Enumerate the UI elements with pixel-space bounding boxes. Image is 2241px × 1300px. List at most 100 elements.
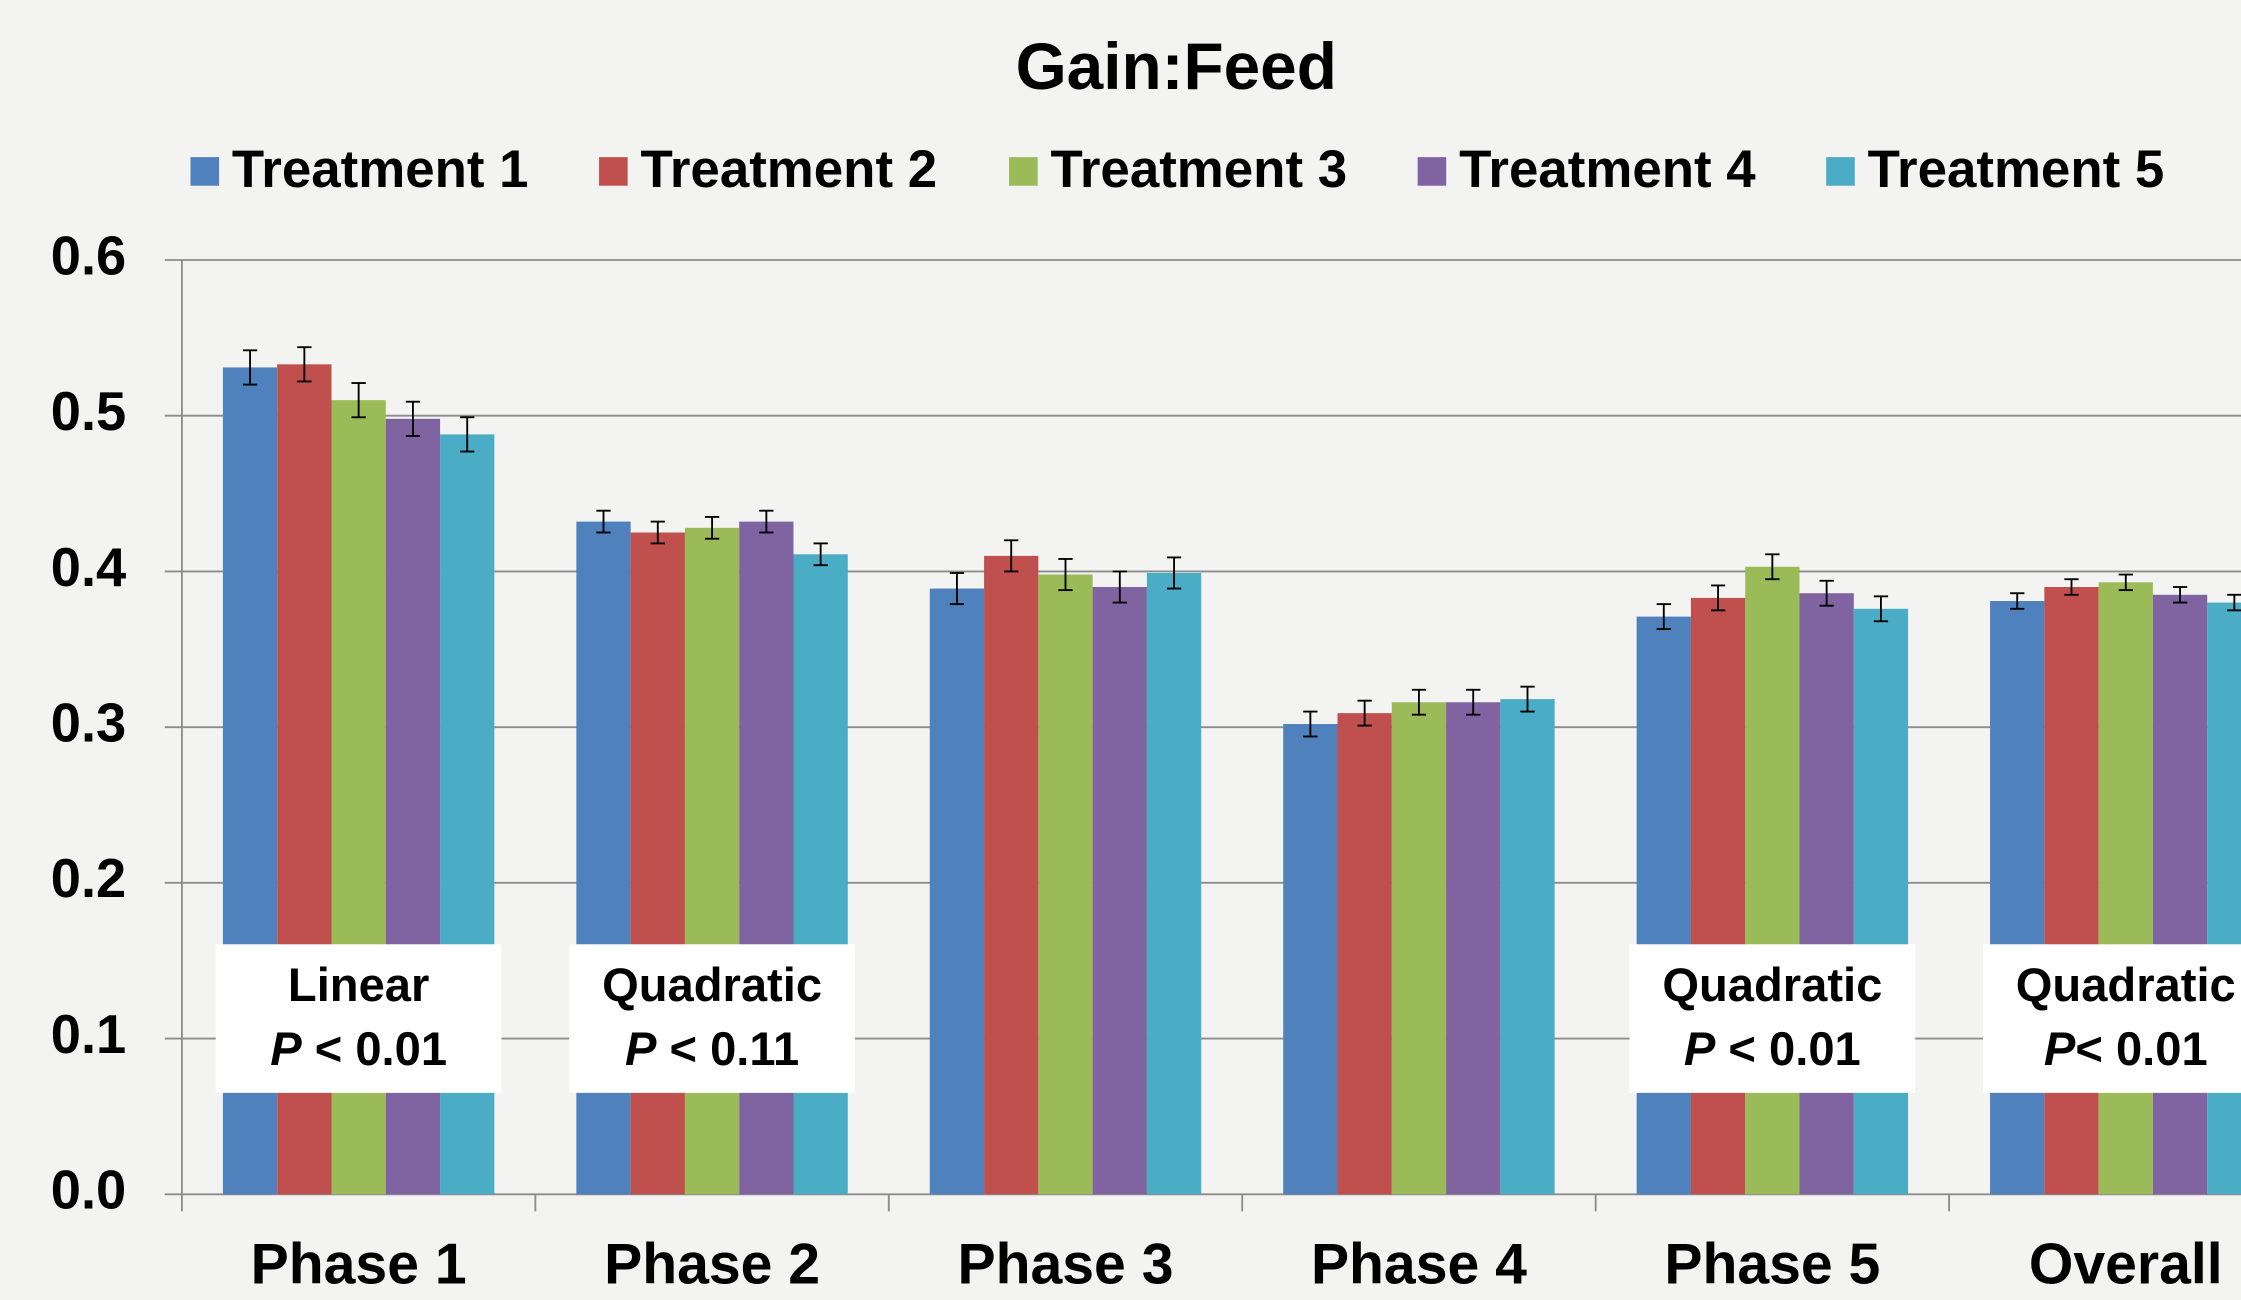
error-bar	[1520, 685, 1535, 713]
error-bar	[1166, 556, 1182, 590]
legend-label: Treatment 5	[1868, 140, 2165, 199]
y-tick-label: 0.0	[51, 1160, 126, 1221]
error-bar	[1411, 688, 1427, 716]
bar	[1500, 699, 1555, 1195]
annotation-p-symbol: P	[2044, 1022, 2076, 1075]
x-tick-label: Phase 2	[604, 1233, 820, 1297]
error-bar	[1112, 570, 1127, 604]
annotation-p: P < 0.01	[270, 1022, 447, 1075]
error-bar	[297, 346, 312, 383]
error-bar	[650, 520, 665, 545]
bar	[2152, 594, 2208, 1195]
y-tick-label: 0.4	[51, 537, 126, 598]
annotation-p-text: < 0.11	[656, 1022, 799, 1075]
y-tick-label: 0.3	[51, 692, 126, 753]
legend-label: Treatment 2	[641, 140, 938, 199]
error-bar	[759, 509, 774, 534]
annotation-p: P < 0.01	[1684, 1022, 1861, 1075]
bar	[1446, 702, 1501, 1195]
error-bar	[2227, 593, 2241, 612]
annotation-box	[215, 944, 502, 1093]
bar	[1391, 702, 1447, 1195]
bar	[630, 532, 685, 1195]
annotation-p-text: < 0.01	[302, 1022, 447, 1075]
legend-label: Treatment 1	[232, 140, 529, 199]
annotation-p-text: < 0.01	[2075, 1022, 2207, 1075]
legend-swatch	[190, 157, 220, 186]
bar	[1146, 572, 1202, 1195]
annotation-test: Quadratic	[1662, 958, 1882, 1011]
bar	[739, 521, 794, 1195]
legend-label: Treatment 3	[1051, 140, 1348, 199]
bar	[576, 521, 631, 1195]
error-bar	[2010, 592, 2025, 610]
bar	[1092, 587, 1147, 1195]
error-bar	[1004, 539, 1019, 573]
legend-swatch	[1826, 157, 1855, 186]
bar	[1337, 713, 1392, 1195]
y-tick-label: 0.5	[51, 381, 126, 442]
annotation-box	[1982, 944, 2241, 1093]
legend-swatch	[1417, 157, 1447, 186]
annotation-box	[1629, 944, 1916, 1093]
error-bar	[704, 516, 720, 540]
bar	[2098, 582, 2153, 1195]
bar	[1283, 724, 1338, 1195]
x-tick-label: Phase 4	[1311, 1233, 1527, 1297]
bar	[2207, 602, 2241, 1195]
legend-swatch	[599, 157, 628, 186]
bar	[1636, 616, 1691, 1195]
annotation-p-symbol: P	[625, 1022, 657, 1075]
error-bar	[242, 349, 258, 386]
bar	[1745, 566, 1800, 1195]
error-bar	[1765, 553, 1780, 581]
y-tick-label: 0.2	[51, 848, 126, 909]
error-bar	[949, 572, 965, 606]
bar	[1690, 597, 1746, 1195]
y-tick-label: 0.1	[51, 1004, 126, 1065]
bar	[1038, 574, 1093, 1195]
x-tick-label: Phase 3	[958, 1233, 1174, 1297]
annotation-test: Quadratic	[602, 958, 822, 1011]
bar	[1990, 601, 2045, 1195]
error-bar	[596, 509, 611, 534]
error-bar	[2172, 586, 2188, 604]
legend-label: Treatment 4	[1459, 140, 1756, 199]
annotation-p-text: < 0.01	[1715, 1022, 1860, 1075]
bar	[984, 555, 1039, 1195]
error-bar	[1819, 579, 1834, 607]
annotation-box	[569, 944, 855, 1093]
error-bar	[1873, 595, 1889, 623]
error-bar	[1303, 710, 1318, 738]
bar	[793, 554, 848, 1195]
error-bar	[1710, 584, 1726, 612]
error-bar	[813, 542, 828, 567]
error-bar	[2118, 573, 2133, 592]
error-bar	[460, 416, 475, 453]
legend-swatch	[1009, 157, 1038, 186]
error-bar	[351, 382, 366, 419]
chart-title: Gain:Feed	[1016, 30, 1337, 103]
bar	[1853, 608, 1909, 1195]
error-bar	[405, 400, 421, 437]
error-bar	[2064, 578, 2079, 596]
y-tick-label: 0.6	[51, 225, 126, 286]
annotation-p: P< 0.01	[2044, 1022, 2208, 1075]
annotation-p-symbol: P	[1684, 1022, 1716, 1075]
bar	[929, 588, 985, 1195]
x-tick-label: Phase 5	[1664, 1233, 1880, 1297]
error-bar	[1058, 558, 1073, 592]
bar	[1799, 593, 1854, 1195]
error-bar	[1656, 603, 1671, 630]
error-bar	[1466, 688, 1481, 716]
annotation-p-symbol: P	[270, 1022, 302, 1075]
x-tick-label: Overall	[2029, 1233, 2223, 1297]
annotation-test: Quadratic	[2016, 958, 2236, 1011]
x-tick-label: Phase 1	[251, 1233, 467, 1297]
annotation-test: Linear	[288, 958, 429, 1011]
annotation-p: P < 0.11	[625, 1022, 799, 1075]
bar	[684, 527, 740, 1195]
error-bar	[1357, 699, 1372, 727]
bar	[2044, 587, 2099, 1195]
